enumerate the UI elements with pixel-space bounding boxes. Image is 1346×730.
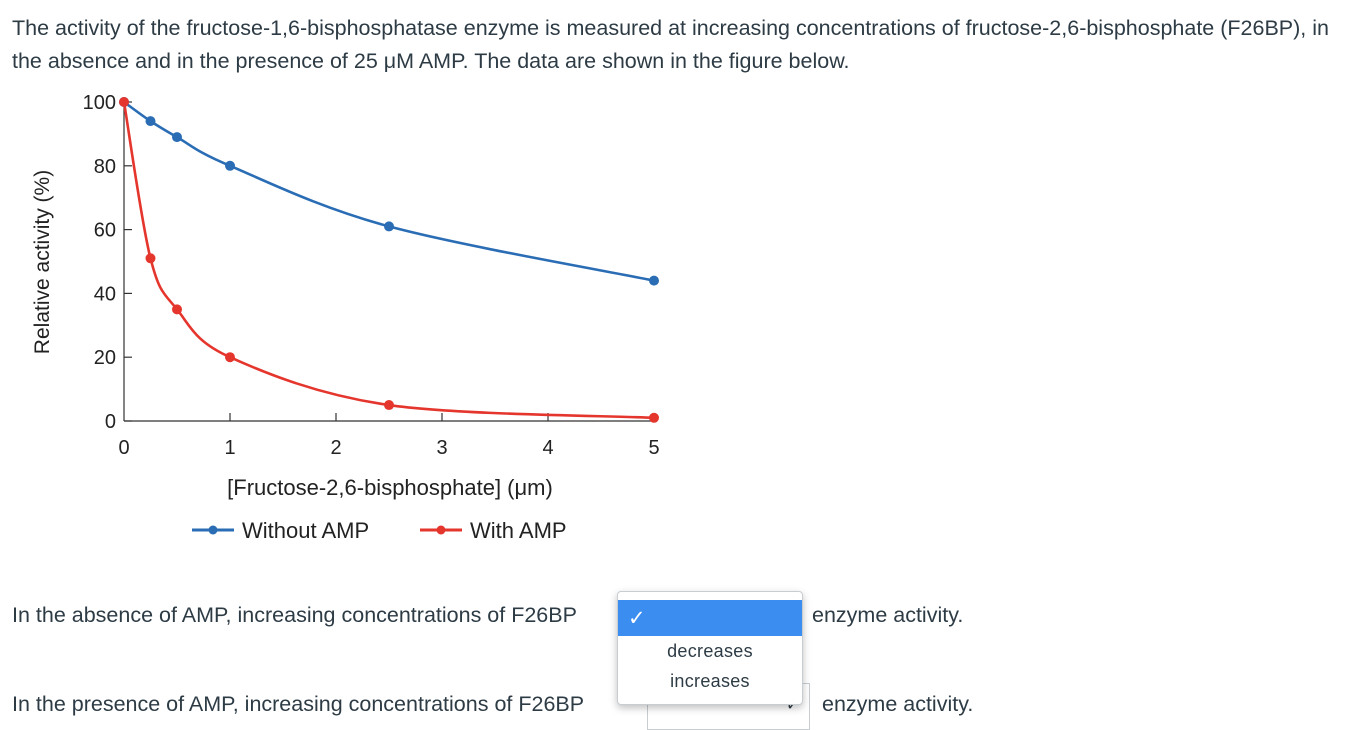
- series-line-without-amp: [123, 100, 655, 282]
- x-tick-label: 3: [436, 437, 447, 459]
- data-point-without-amp: [649, 275, 659, 286]
- y-axis-label: Relative activity (%): [31, 170, 54, 354]
- question-intro-text: The activity of the fructose-1,6-bisphos…: [12, 16, 1329, 73]
- dropdown-option-decreases[interactable]: decreases: [667, 641, 753, 661]
- y-tick-label: 0: [105, 411, 116, 433]
- x-tick-label: 2: [330, 437, 341, 459]
- x-tick-label: 4: [542, 437, 553, 459]
- legend-label-without-amp: Without AMP: [242, 518, 369, 543]
- legend-label-with-amp: With AMP: [470, 518, 567, 543]
- question2-prefix: In the presence of AMP, increasing conce…: [12, 692, 585, 716]
- data-point-with-amp: [225, 352, 235, 363]
- data-point-without-amp: [225, 160, 235, 171]
- data-point-without-amp: [384, 221, 394, 232]
- y-tick-label: 40: [94, 283, 116, 305]
- data-point-with-amp: [119, 97, 129, 107]
- legend-marker-without-amp: [208, 525, 218, 535]
- question1-answer-dropdown[interactable]: ✓ decreases increases: [617, 591, 803, 705]
- question1-suffix: enzyme activity.: [812, 603, 964, 627]
- y-tick-label: 80: [94, 156, 116, 178]
- data-point-with-amp: [649, 412, 659, 423]
- x-tick-label: 1: [224, 437, 235, 459]
- data-point-with-amp: [384, 400, 394, 411]
- chart-curves: [122, 100, 655, 420]
- chart-axes: 0 20 40 60 80 100 0 1 2 3 4 5: [83, 92, 660, 459]
- x-tick-label: 0: [118, 437, 129, 459]
- data-point-without-amp: [145, 116, 156, 127]
- data-point-with-amp: [172, 304, 182, 315]
- legend-marker-with-amp: [436, 525, 446, 535]
- x-tick-label: 5: [648, 437, 659, 459]
- activity-chart: 0 20 40 60 80 100 0 1 2 3 4 5 Relative activity (%)…: [31, 92, 660, 543]
- checkmark-icon: ✓: [628, 607, 646, 630]
- data-point-without-amp: [172, 132, 182, 143]
- series-line-with-amp: [122, 101, 655, 420]
- question1-prefix: In the absence of AMP, increasing concen…: [12, 603, 577, 627]
- x-axis-label: [Fructose-2,6-bisphosphate] (μm): [227, 475, 553, 500]
- dropdown-option-increases[interactable]: increases: [670, 671, 750, 691]
- data-point-with-amp: [145, 253, 156, 264]
- question2-suffix: enzyme activity.: [822, 692, 974, 716]
- dropdown-selected-option[interactable]: ✓: [618, 600, 802, 636]
- y-tick-label: 60: [94, 220, 116, 242]
- chart-legend: Without AMP With AMP: [192, 518, 567, 543]
- chart-points: [119, 97, 659, 423]
- y-tick-label: 20: [94, 347, 116, 369]
- y-tick-label: 100: [83, 92, 116, 114]
